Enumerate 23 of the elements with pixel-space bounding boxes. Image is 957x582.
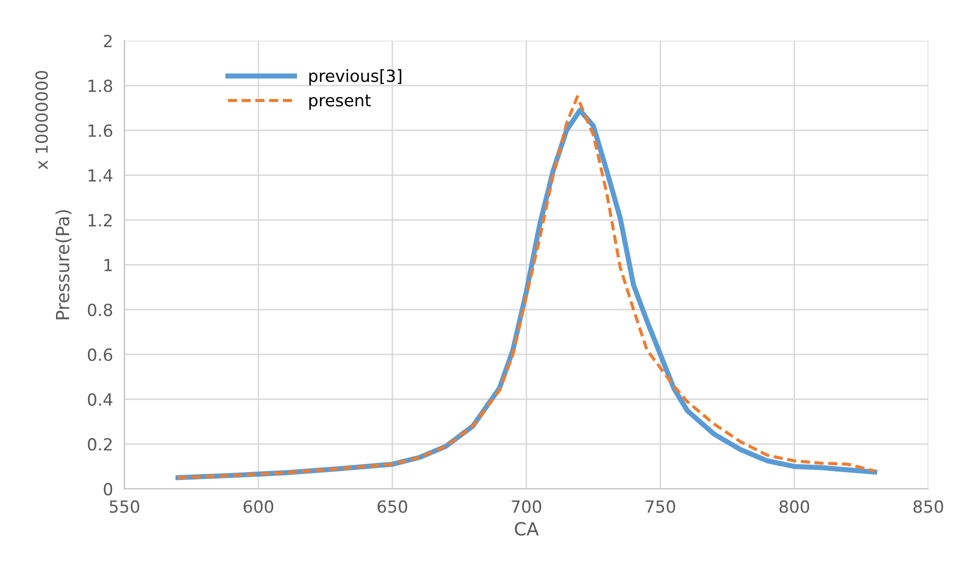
x-axis-title: CA (514, 522, 539, 536)
x-tick-label: 550 (110, 500, 140, 513)
x-tick-label: 800 (780, 500, 810, 513)
y-tick-label: 1.4 (88, 169, 112, 182)
y-tick-label: 0.6 (88, 348, 112, 362)
legend-label: previous[3] (309, 69, 402, 86)
text: x 10000000 (35, 70, 48, 170)
y-tick-label: 0 (104, 482, 112, 496)
y-tick-label: 1.2 (88, 214, 112, 226)
y-tick-label: 1.8 (88, 80, 112, 92)
y-tick-label: 0.8 (88, 304, 112, 316)
x-tick-label: 700 (512, 500, 542, 513)
y-axis-title: Pressure(Pa) (55, 210, 72, 320)
x-tick-label: 750 (646, 500, 676, 513)
x-tick-label: 850 (914, 500, 944, 513)
y-tick-label: 0.2 (88, 438, 112, 451)
y-tick-label: 0.4 (88, 393, 112, 406)
y-tick-label: 1 (104, 258, 112, 272)
y-tick-label: 1.6 (88, 124, 112, 137)
x-tick-label: 600 (244, 500, 274, 513)
x-tick-label: 650 (378, 500, 408, 513)
legend-label: present (309, 94, 371, 110)
y-tick-label: 2 (104, 34, 112, 48)
